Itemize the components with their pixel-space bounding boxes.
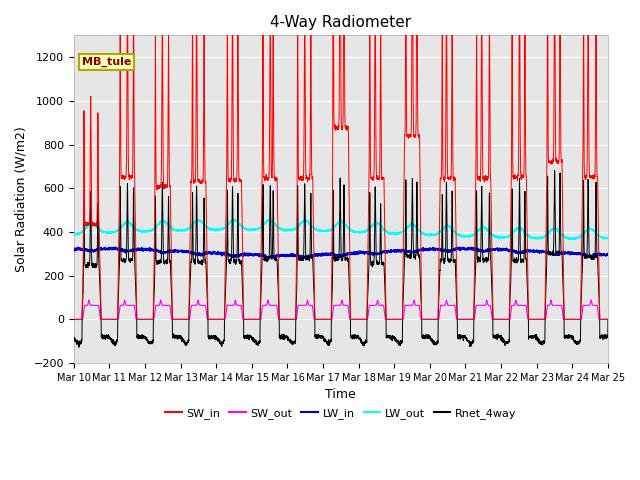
Legend: SW_in, SW_out, LW_in, LW_out, Rnet_4way: SW_in, SW_out, LW_in, LW_out, Rnet_4way — [161, 403, 521, 423]
Text: MB_tule: MB_tule — [82, 57, 131, 67]
Y-axis label: Solar Radiation (W/m2): Solar Radiation (W/m2) — [15, 126, 28, 272]
Title: 4-Way Radiometer: 4-Way Radiometer — [270, 15, 412, 30]
X-axis label: Time: Time — [326, 388, 356, 401]
